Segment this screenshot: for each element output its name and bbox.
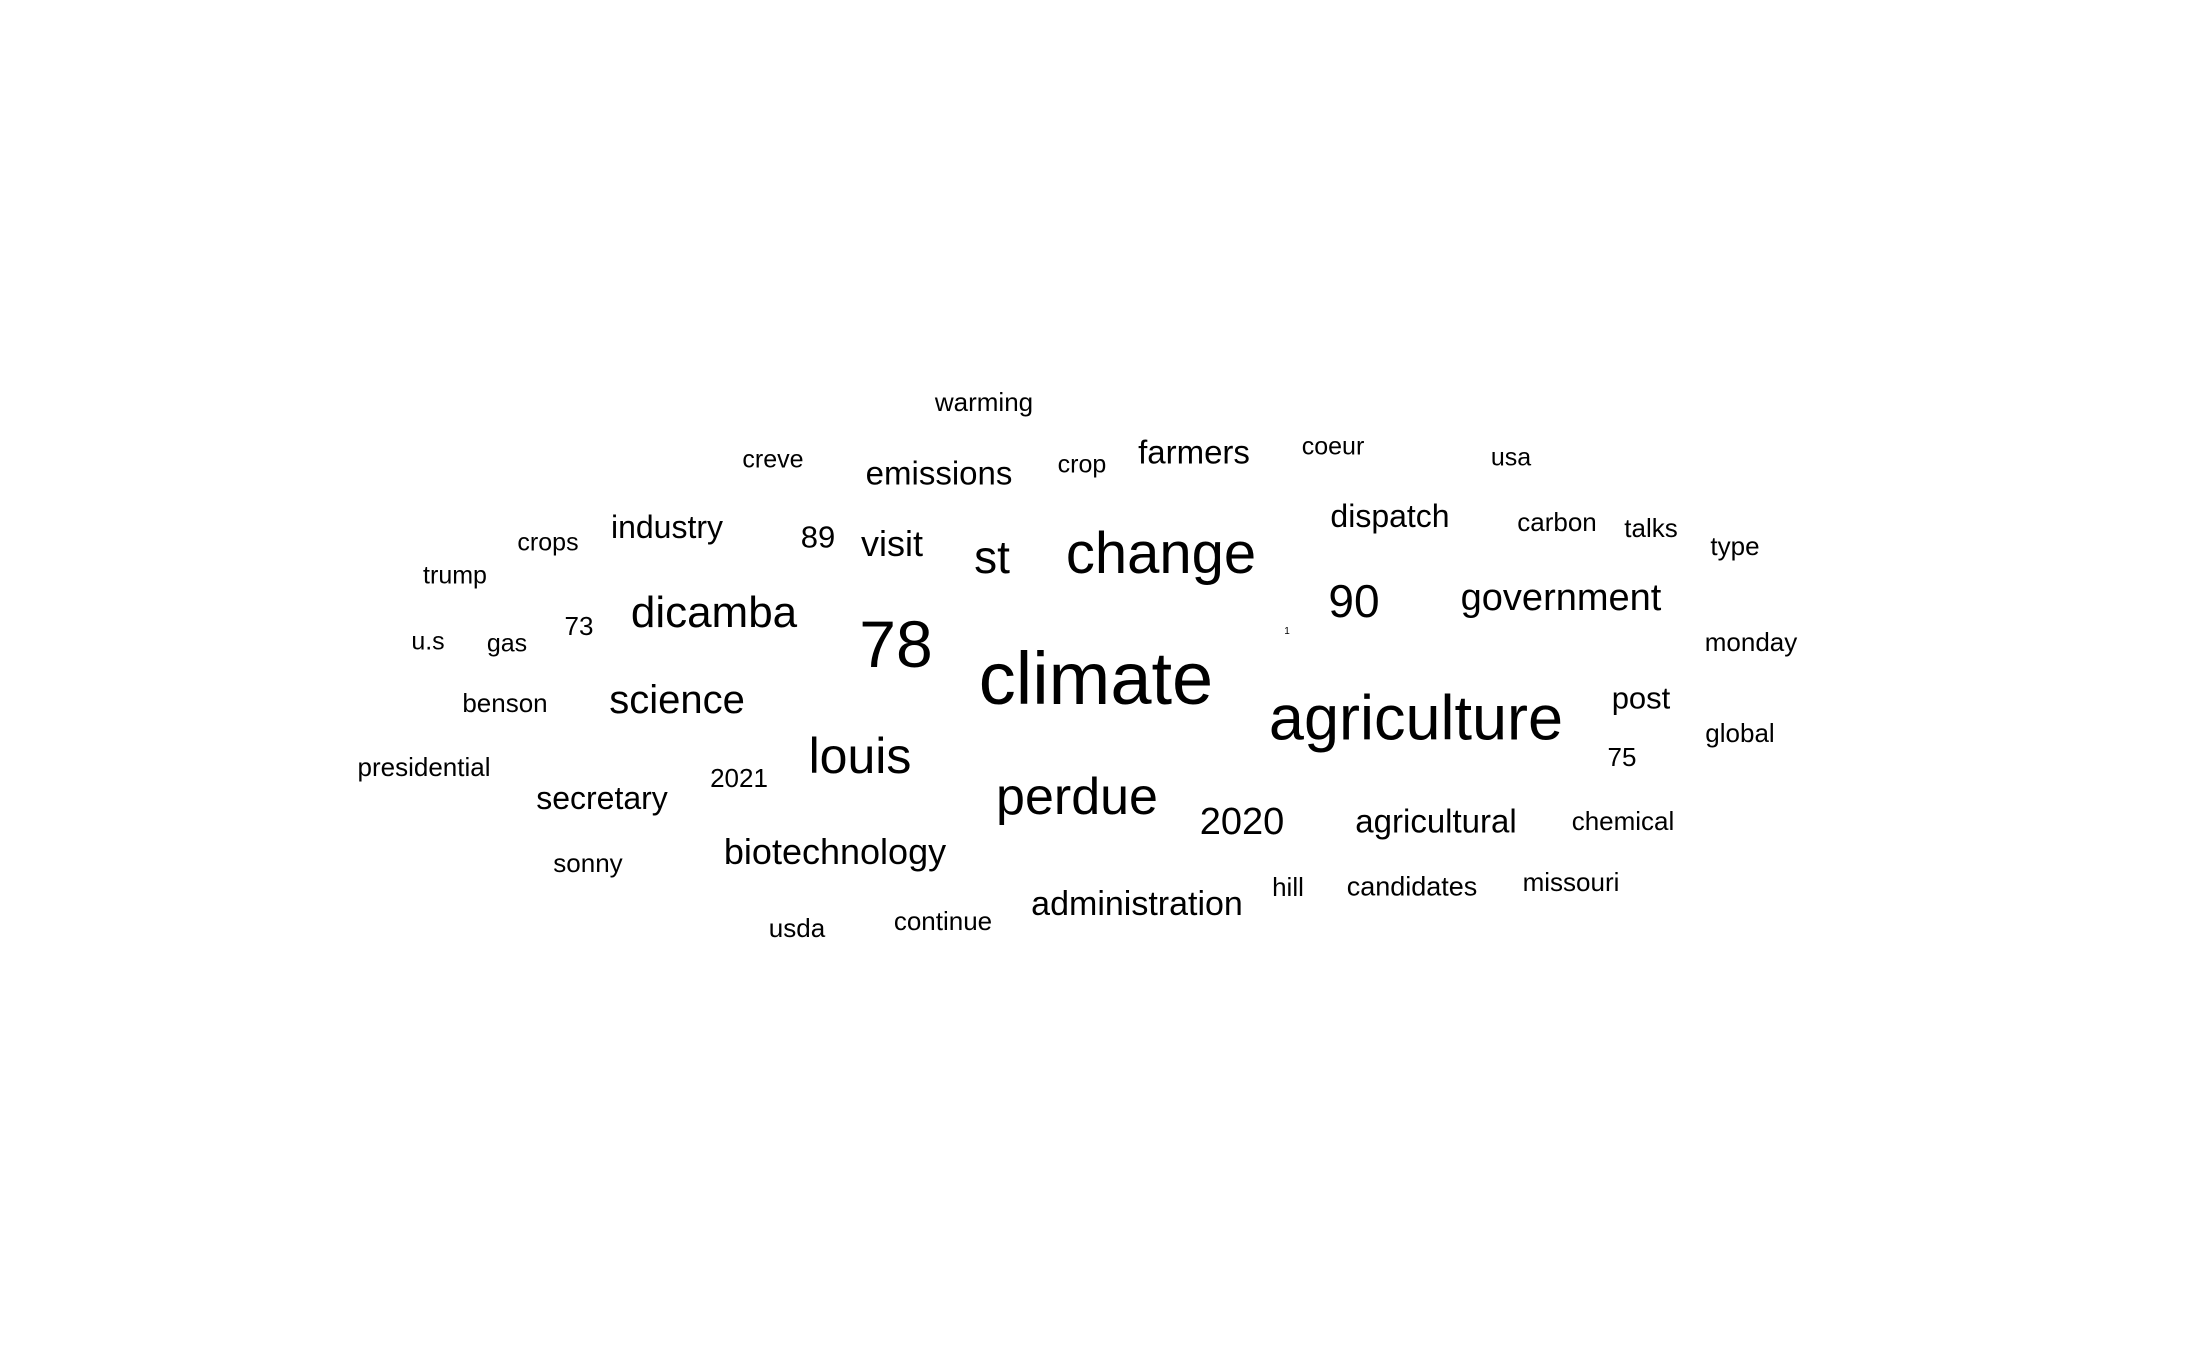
word-sonny: sonny bbox=[553, 848, 623, 878]
word-gas: gas bbox=[486, 629, 528, 658]
word-administration: administration bbox=[1031, 885, 1243, 923]
word-90: 90 bbox=[1328, 575, 1380, 627]
word-us: u.s bbox=[411, 627, 445, 656]
word-2021: 2021 bbox=[710, 763, 768, 793]
word-hill: hill bbox=[1272, 872, 1304, 902]
word-biotechnology: biotechnology bbox=[723, 831, 947, 872]
word-73: 73 bbox=[564, 611, 594, 641]
word-dispatch: dispatch bbox=[1330, 498, 1450, 534]
word-coeur: coeur bbox=[1301, 432, 1365, 461]
word-trump: trump bbox=[423, 561, 487, 590]
word-talks: talks bbox=[1624, 513, 1678, 543]
word-agriculture: agriculture bbox=[1268, 683, 1564, 754]
word-climate: climate bbox=[978, 637, 1214, 720]
word-usa: usa bbox=[1490, 443, 1532, 472]
word-benson: benson bbox=[462, 688, 548, 718]
word-missouri: missouri bbox=[1522, 867, 1620, 897]
word-change: change bbox=[1065, 521, 1257, 586]
word-monday: monday bbox=[1704, 627, 1798, 657]
word-type: type bbox=[1710, 531, 1760, 561]
word-crops: crops bbox=[517, 528, 579, 557]
word-2020: 2020 bbox=[1199, 801, 1285, 843]
word-89: 89 bbox=[800, 519, 836, 555]
word-emissions: emissions bbox=[865, 454, 1013, 492]
word-chemical: chemical bbox=[1571, 806, 1675, 836]
word-crop: crop bbox=[1057, 450, 1107, 479]
word-st: st bbox=[974, 531, 1010, 583]
word-1: 1 bbox=[1284, 626, 1290, 637]
word-louis: louis bbox=[808, 728, 912, 784]
word-continue: continue bbox=[893, 906, 993, 936]
word-government: government bbox=[1460, 577, 1662, 619]
word-agricultural: agricultural bbox=[1355, 802, 1517, 840]
word-science: science bbox=[609, 678, 745, 722]
word-usda: usda bbox=[768, 913, 826, 943]
word-perdue: perdue bbox=[996, 768, 1158, 826]
word-creve: creve bbox=[742, 445, 804, 474]
word-global: global bbox=[1705, 718, 1775, 748]
word-warming: warming bbox=[934, 387, 1034, 417]
word-carbon: carbon bbox=[1517, 507, 1597, 537]
word-78: 78 bbox=[859, 607, 933, 681]
word-industry: industry bbox=[610, 509, 724, 545]
word-dicamba: dicamba bbox=[630, 588, 798, 637]
word-75: 75 bbox=[1607, 742, 1637, 772]
word-presidential: presidential bbox=[357, 752, 491, 782]
word-candidates: candidates bbox=[1346, 871, 1478, 902]
word-post: post bbox=[1611, 680, 1671, 716]
word-secretary: secretary bbox=[536, 780, 668, 816]
word-visit: visit bbox=[861, 523, 923, 564]
word-farmers: farmers bbox=[1138, 433, 1250, 471]
